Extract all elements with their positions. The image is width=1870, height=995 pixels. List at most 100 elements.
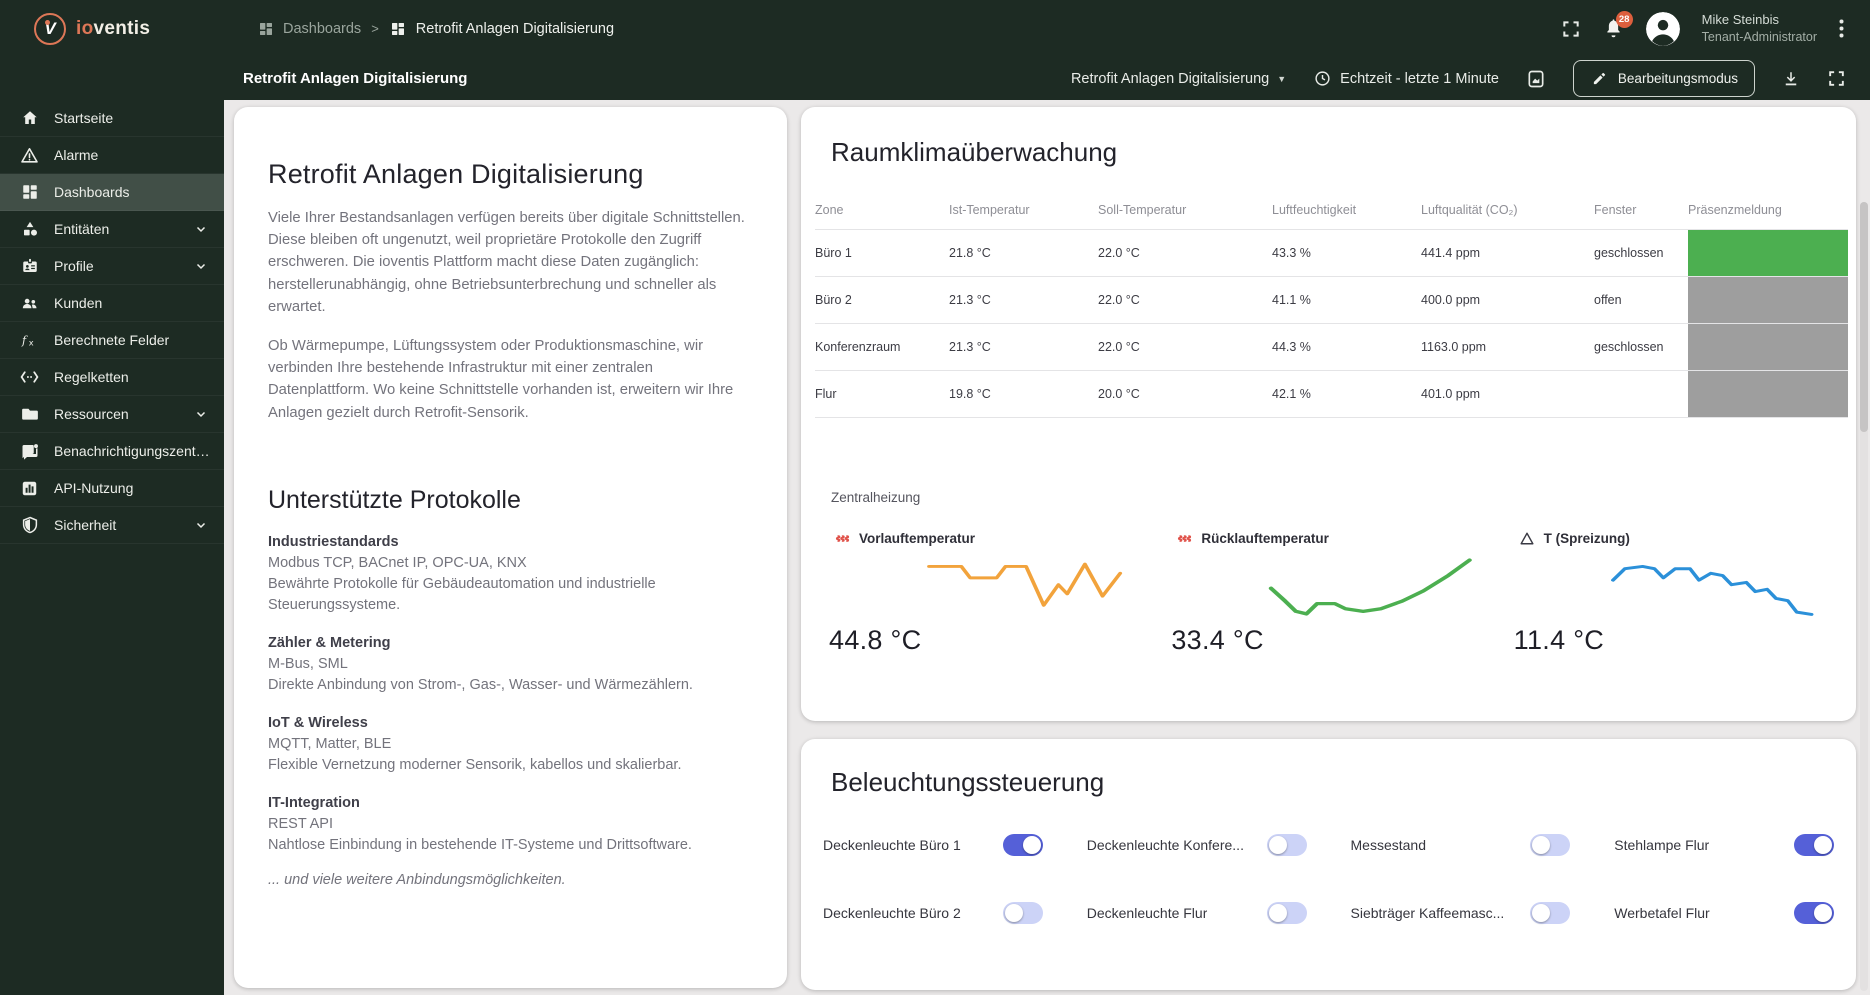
delta-triangle-icon bbox=[1518, 529, 1537, 548]
toggle-werbetafel-flur[interactable] bbox=[1794, 902, 1834, 924]
breadcrumb-current[interactable]: Retrofit Anlagen Digitalisierung bbox=[389, 19, 614, 38]
sparkline-value: 33.4 °C bbox=[1171, 625, 1264, 655]
dashboards-icon bbox=[389, 19, 408, 38]
brand-name: ioventis bbox=[76, 17, 151, 39]
image-layout-icon[interactable] bbox=[1526, 69, 1546, 89]
toggle-knob bbox=[1268, 836, 1287, 854]
dashboards-icon bbox=[20, 183, 39, 202]
toggle-knob bbox=[1814, 836, 1832, 854]
sidebar-item-label: Entitäten bbox=[54, 221, 110, 237]
entities-icon bbox=[20, 220, 39, 239]
switch-cell: Deckenleuchte Flur bbox=[1065, 902, 1329, 924]
toggle-deckenleuchte-konferenzraum[interactable] bbox=[1266, 834, 1307, 856]
column-header: Luftqualität (CO₂) bbox=[1421, 202, 1518, 217]
timewindow-button[interactable]: Echtzeit - letzte 1 Minute bbox=[1313, 69, 1499, 88]
toggle-deckenleuchte-flur[interactable] bbox=[1266, 902, 1307, 924]
protocol-group-description: Bewährte Protokolle für Gebäudeautomatio… bbox=[268, 575, 656, 613]
sidebar-nav: Startseite Alarme Dashboards Entitäten P… bbox=[0, 100, 224, 995]
sidebar-item-label: Kunden bbox=[54, 295, 103, 311]
fullscreen-icon[interactable] bbox=[1561, 19, 1581, 39]
switch-label: Messestand bbox=[1350, 837, 1426, 853]
co2-cell: 441.4 ppm bbox=[1421, 246, 1481, 260]
column-header: Fenster bbox=[1594, 202, 1637, 217]
user-role: Tenant-Administrator bbox=[1701, 29, 1817, 44]
scrollbar[interactable] bbox=[1860, 202, 1868, 991]
heating-group-label: Zentralheizung bbox=[831, 490, 921, 505]
app-logo[interactable]: V ioventis bbox=[0, 12, 224, 45]
top-header: V ioventis Dashboards > Retrofit Anlagen… bbox=[0, 0, 1870, 57]
sidebar-item-api-nutzung[interactable]: API-Nutzung bbox=[0, 470, 224, 507]
dashboard-title: Retrofit Anlagen Digitalisierung bbox=[243, 70, 468, 87]
chevron-down-icon bbox=[191, 220, 210, 239]
sidebar-item-label: API-Nutzung bbox=[54, 480, 134, 496]
edit-mode-label: Bearbeitungsmodus bbox=[1617, 71, 1738, 86]
climate-table: Zone Ist-Temperatur Soll-Temperatur Luft… bbox=[815, 190, 1848, 418]
sidebar-item-ressourcen[interactable]: Ressourcen bbox=[0, 396, 224, 433]
sidebar-item-regelketten[interactable]: Regelketten bbox=[0, 359, 224, 396]
table-row: Büro 1 21.8 °C 22.0 °C 43.3 % 441.4 ppm … bbox=[815, 230, 1848, 277]
sidebar-item-sicherheit[interactable]: Sicherheit bbox=[0, 507, 224, 544]
protocol-group-name: Zähler & Metering bbox=[268, 634, 391, 651]
humidity-cell: 43.3 % bbox=[1272, 246, 1311, 260]
zone-cell: Konferenzraum bbox=[815, 340, 901, 354]
sidebar-item-profile[interactable]: Profile bbox=[0, 248, 224, 285]
sparkline-chart bbox=[1268, 558, 1472, 616]
chevron-down-icon bbox=[191, 405, 210, 424]
download-icon[interactable] bbox=[1782, 70, 1800, 88]
ist-temp-cell: 21.3 °C bbox=[949, 340, 991, 354]
logo-icon: V bbox=[34, 12, 66, 45]
heating-widgets-row: Vorlauftemperatur 44.8 °C Rücklauftemper… bbox=[819, 529, 1846, 664]
switch-cell: Siebträger Kaffeemasc... bbox=[1329, 902, 1593, 924]
switch-cell: Messestand bbox=[1329, 834, 1593, 856]
people-icon bbox=[20, 294, 39, 313]
svg-text:f: f bbox=[21, 334, 28, 347]
soll-temp-cell: 20.0 °C bbox=[1098, 387, 1140, 401]
sidebar-item-benachrichtigungszentrum[interactable]: Benachrichtigungszentr... bbox=[0, 433, 224, 470]
switch-label: Deckenleuchte Konfere... bbox=[1086, 837, 1244, 853]
dashboard-select[interactable]: Retrofit Anlagen Digitalisierung ▼ bbox=[1071, 71, 1286, 87]
protocol-group: Zähler & Metering M-Bus, SML Direkte Anb… bbox=[268, 633, 753, 696]
svg-text:x: x bbox=[29, 337, 34, 347]
sidebar-item-startseite[interactable]: Startseite bbox=[0, 100, 224, 137]
protocol-group-protocols: REST API bbox=[268, 815, 334, 832]
sidebar-item-kunden[interactable]: Kunden bbox=[0, 285, 224, 322]
window-cell: offen bbox=[1594, 293, 1622, 307]
toggle-deckenleuchte-buero-1[interactable] bbox=[1002, 834, 1043, 856]
presence-indicator-cell bbox=[1688, 277, 1848, 323]
toggle-messestand[interactable] bbox=[1530, 834, 1571, 856]
message-icon bbox=[20, 442, 39, 461]
sidebar-item-dashboards[interactable]: Dashboards bbox=[0, 174, 224, 211]
notifications-bell-icon[interactable]: 28 bbox=[1603, 11, 1633, 39]
toggle-knob bbox=[1532, 904, 1551, 922]
avatar[interactable] bbox=[1645, 11, 1680, 46]
sparkline-label: Vorlauftemperatur bbox=[859, 531, 976, 546]
switch-label: Werbetafel Flur bbox=[1614, 905, 1710, 921]
toggle-siebtraeger-kaffeemaschine[interactable] bbox=[1530, 902, 1571, 924]
sidebar-item-label: Ressourcen bbox=[54, 406, 129, 422]
toggle-stehlampe-flur[interactable] bbox=[1794, 834, 1834, 856]
co2-cell: 400.0 ppm bbox=[1421, 293, 1481, 307]
zone-cell: Flur bbox=[815, 387, 837, 401]
edit-mode-button[interactable]: Bearbeitungsmodus bbox=[1572, 60, 1755, 97]
sidebar-item-entitaeten[interactable]: Entitäten bbox=[0, 211, 224, 248]
climate-widget: Raumklimaüberwachung Zone Ist-Temperatur… bbox=[801, 107, 1856, 721]
window-cell bbox=[1594, 371, 1688, 417]
dashboards-icon bbox=[256, 19, 275, 38]
column-header: Präsenzmeldung bbox=[1688, 202, 1782, 217]
sidebar-item-label: Profile bbox=[54, 258, 94, 274]
intro-paragraph: Ob Wärmepumpe, Lüftungssystem oder Produ… bbox=[268, 337, 734, 421]
sparkline-value: 44.8 °C bbox=[829, 625, 922, 655]
sidebar-item-alarme[interactable]: Alarme bbox=[0, 137, 224, 174]
toggle-deckenleuchte-buero-2[interactable] bbox=[1002, 902, 1043, 924]
breadcrumb-dashboards[interactable]: Dashboards bbox=[256, 19, 361, 38]
kebab-menu-icon[interactable] bbox=[1839, 19, 1844, 38]
toggle-knob bbox=[1814, 904, 1832, 922]
soll-temp-cell: 22.0 °C bbox=[1098, 246, 1140, 260]
sidebar-item-label: Startseite bbox=[54, 110, 114, 126]
scrollbar-thumb[interactable] bbox=[1860, 202, 1868, 432]
sparkline-value: 11.4 °C bbox=[1513, 625, 1605, 655]
fullscreen-icon[interactable] bbox=[1827, 69, 1846, 88]
timewindow-label: Echtzeit - letzte 1 Minute bbox=[1340, 70, 1499, 87]
